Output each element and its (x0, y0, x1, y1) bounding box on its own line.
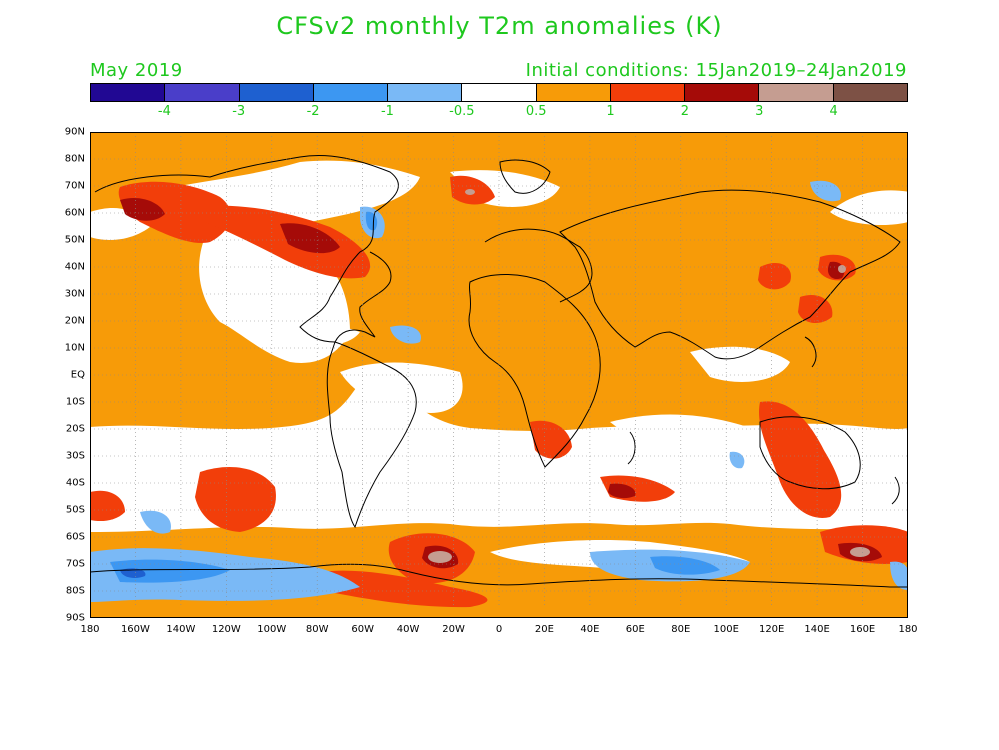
colorbar-swatch (833, 84, 907, 101)
latitude-label: 40N (64, 261, 85, 273)
south-pole-band (90, 608, 908, 618)
latitude-label: 40S (65, 477, 85, 489)
colorbar (90, 83, 908, 102)
initial-conditions: Initial conditions: 15Jan2019–24Jan2019 (525, 60, 907, 81)
longitude-label: 180 (898, 624, 918, 635)
latitude-label: 80N (64, 153, 85, 165)
latitude-label: 70N (64, 180, 85, 192)
colorbar-swatch (165, 84, 240, 101)
latitude-label: 70S (65, 558, 85, 570)
colorbar-label: 2 (680, 104, 690, 119)
latitude-label: 10N (64, 342, 85, 354)
cool-anomaly-regions (90, 180, 908, 602)
latitude-label: 50S (65, 504, 85, 516)
colorbar-swatch (91, 84, 166, 101)
grid-lines (90, 132, 908, 618)
map-frame (90, 132, 908, 618)
longitude-label: 40W (396, 624, 420, 635)
latitude-label: 50N (64, 234, 85, 246)
colorbar-label: -0.5 (449, 104, 475, 119)
longitude-label: 140W (166, 624, 196, 635)
colorbar-label: 3 (755, 104, 764, 119)
colorbar-swatch (685, 84, 760, 101)
longitude-label: 80E (671, 624, 691, 635)
colorbar-label: -1 (380, 104, 394, 119)
longitude-label: 140E (804, 624, 830, 635)
longitude-label: 20E (534, 624, 554, 635)
longitude-label: 120E (758, 624, 785, 635)
latitude-label: EQ (70, 369, 85, 381)
latitude-label: 60N (64, 207, 85, 219)
colorbar-label: 1 (606, 104, 615, 119)
coastlines (90, 154, 908, 588)
longitude-label: 100W (257, 624, 287, 635)
colorbar-label: 0.5 (525, 104, 547, 119)
longitude-label: 80W (305, 624, 329, 635)
colorbar-swatch (388, 84, 463, 101)
colorbar-swatch (313, 84, 389, 101)
strong-warm-regions (120, 197, 882, 569)
colorbar-label: 4 (829, 104, 838, 119)
latitude-label: 60S (65, 531, 85, 543)
latitude-label: 30S (65, 450, 85, 462)
longitude-label: 60W (351, 624, 374, 635)
latitude-label: 30N (64, 288, 85, 300)
longitude-label: 180 (80, 624, 100, 635)
latitude-label: 20S (65, 423, 85, 435)
latitude-label: 10S (65, 396, 85, 408)
colorbar-label: -4 (157, 104, 171, 119)
colorbar-label: -3 (232, 104, 246, 119)
longitude-label: 160E (849, 624, 876, 635)
longitude-label: 40E (580, 624, 600, 635)
latitude-label: 20N (64, 315, 85, 327)
longitude-label: 0 (495, 624, 503, 635)
longitude-label: 160W (120, 624, 150, 635)
longitude-label: 120W (211, 624, 241, 635)
latitude-label: 90N (64, 126, 85, 138)
latitude-label: 80S (65, 585, 85, 597)
colorbar-swatch (536, 84, 611, 101)
colorbar-label: -2 (306, 104, 320, 119)
colorbar-swatch (610, 84, 686, 101)
colorbar-swatch (462, 84, 537, 101)
extreme-warm-spots (428, 189, 870, 563)
chart-title: CFSv2 monthly T2m anomalies (K) (276, 12, 723, 40)
longitude-label: 20W (442, 624, 465, 635)
colorbar-swatch (239, 84, 314, 101)
longitude-label: 100E (713, 624, 739, 635)
anomaly-map (90, 132, 908, 618)
latitude-label: 90S (65, 612, 85, 624)
colorbar-swatch (759, 84, 834, 101)
longitude-label: 60E (625, 624, 645, 635)
forecast-month: May 2019 (90, 60, 183, 81)
